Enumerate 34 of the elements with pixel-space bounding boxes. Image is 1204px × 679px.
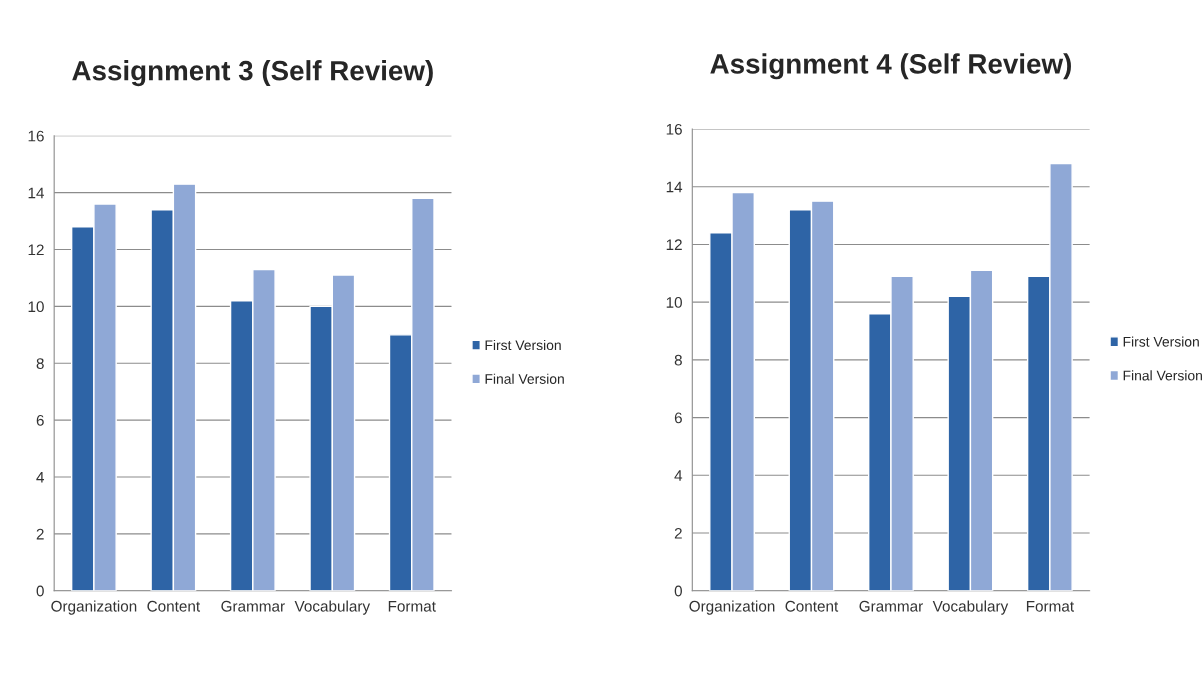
legend-label: First Version [485,339,561,351]
y-tick-label: 6 [674,412,682,424]
y-tick-label: 4 [674,470,683,481]
y-tick-label: 6 [36,415,44,426]
y-tick-label: 16 [666,123,682,135]
x-tick-label: Content [147,600,201,612]
y-tick-label: 2 [674,527,682,539]
y-tick-label: 16 [28,130,44,142]
legend-label: Final Version [485,373,564,384]
y-tick-label: 4 [36,472,45,483]
y-tick-label: 2 [36,528,44,540]
x-tick-label: Grammar [859,600,923,612]
x-tick-label: Vocabulary [932,600,1009,615]
x-tick-label: Format [1026,601,1074,612]
y-tick-label: 14 [28,187,45,199]
y-tick-label: 10 [28,301,44,313]
x-tick-label: Grammar [221,600,285,612]
legend-label: Final Version [1123,370,1202,381]
legend-label: First Version [1123,336,1199,347]
x-tick-label: Format [388,601,436,612]
x-tick-label: Vocabulary [294,600,371,615]
y-tick-label: 8 [36,358,44,369]
y-tick-label: 8 [674,354,682,366]
chart-title: Assignment 4 (Self Review) [710,53,1071,80]
y-tick-label: 12 [28,244,44,256]
y-tick-label: 0 [36,585,44,597]
x-tick-label: Organization [51,600,137,615]
x-tick-label: Content [785,600,839,612]
y-tick-label: 12 [666,239,682,250]
y-tick-label: 14 [666,181,683,193]
y-tick-label: 0 [674,585,682,597]
x-tick-label: Organization [689,600,775,615]
y-tick-label: 10 [666,297,682,308]
chart-title: Assignment 3 (Self Review) [72,60,433,87]
